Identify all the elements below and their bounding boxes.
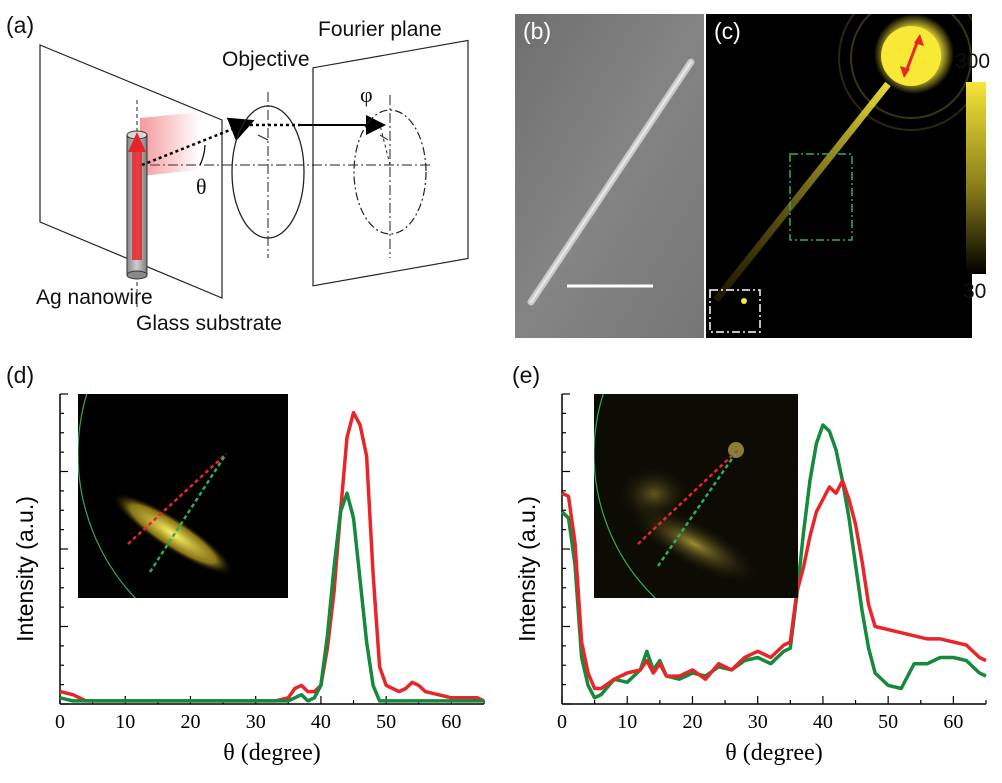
red-cut-line-e [637, 449, 739, 545]
chart-d: 0 10 20 30 40 50 60 θ (degree) Intensity (a.u.) [0, 380, 500, 778]
x-tick-label: 60 [943, 711, 963, 733]
phi-symbol: φ [360, 82, 373, 107]
colorbar [966, 82, 986, 274]
chart-e: 0 10 20 30 40 50 60 θ (degree) Intensity (a.u.) [502, 380, 1002, 778]
na-circle [78, 394, 136, 598]
x-tick-label: 40 [813, 711, 833, 733]
x-tick-label: 10 [115, 711, 135, 733]
green-roi-box [789, 153, 853, 241]
panel-e-label: (e) [512, 362, 541, 388]
sem-svg [515, 14, 704, 338]
fourier-plane-label: Fourier plane [318, 18, 442, 41]
x-tick-label: 20 [682, 711, 702, 733]
x-tick-label: 20 [180, 711, 200, 733]
inset-e-svg [594, 394, 798, 598]
emission-beam [140, 112, 200, 176]
x-tick-label: 0 [55, 711, 65, 733]
optical-svg [706, 14, 972, 338]
colorbar-min: 30 [963, 280, 987, 303]
x-axis-label: θ (degree) [223, 740, 320, 766]
chart-d-svg: 0 10 20 30 40 50 60 θ (degree) Intensity (a.u.) [12, 393, 485, 766]
theta-symbol: θ [196, 174, 207, 199]
panel-a-label: (a) [6, 12, 35, 38]
x-tick-label: 30 [246, 711, 266, 733]
green-cut-line [148, 453, 228, 573]
y-axis-label: Intensity (a.u.) [12, 496, 38, 642]
x-tick-label: 40 [311, 711, 331, 733]
schematic-svg [39, 39, 469, 310]
panel-c-label: (c) [714, 18, 741, 44]
substrate-label: Glass substrate [136, 312, 282, 335]
inset-d-svg [78, 394, 235, 598]
x-tick-label: 30 [748, 711, 768, 733]
fourier-plane [312, 39, 469, 287]
colorbar-max: 300 [955, 50, 991, 73]
fourier-circle [353, 109, 427, 235]
green-cut-line-e [656, 449, 740, 567]
emission-ray [141, 117, 255, 167]
inset-e-fourier-image [594, 394, 798, 598]
panel-a-schematic: (a) Objective Fourier plane φ θ Ag nanow… [0, 0, 510, 340]
panel-d-label: (d) [6, 362, 35, 388]
y-axis-label: Intensity (a.u.) [514, 496, 540, 642]
glass-substrate-plane [39, 44, 223, 299]
series-line-1 [561, 479, 987, 691]
x-axis-label: θ (degree) [725, 740, 822, 766]
chart-e-svg: 0 10 20 30 40 50 60 θ (degree) Intensity (a.u.) [514, 393, 987, 766]
x-tick-label: 50 [878, 711, 898, 733]
objective-label: Objective [222, 48, 310, 71]
x-tick-label: 10 [617, 711, 637, 733]
series-line-0 [560, 423, 987, 700]
x-tick-label: 0 [557, 711, 567, 733]
inset-d-fourier-image [78, 394, 288, 598]
series-line-1 [59, 491, 484, 703]
red-cut-line [127, 453, 227, 545]
x-tick-label: 60 [441, 711, 461, 733]
x-tick-label: 50 [376, 711, 396, 733]
wire-emission [713, 81, 891, 303]
white-roi-box [709, 289, 761, 333]
panel-c-optical-image: (c) [706, 14, 972, 338]
nanowire-label: Ag nanowire [36, 286, 153, 309]
panel-b-label: (b) [523, 18, 552, 44]
panel-b-sem-image: (b) [515, 14, 704, 338]
